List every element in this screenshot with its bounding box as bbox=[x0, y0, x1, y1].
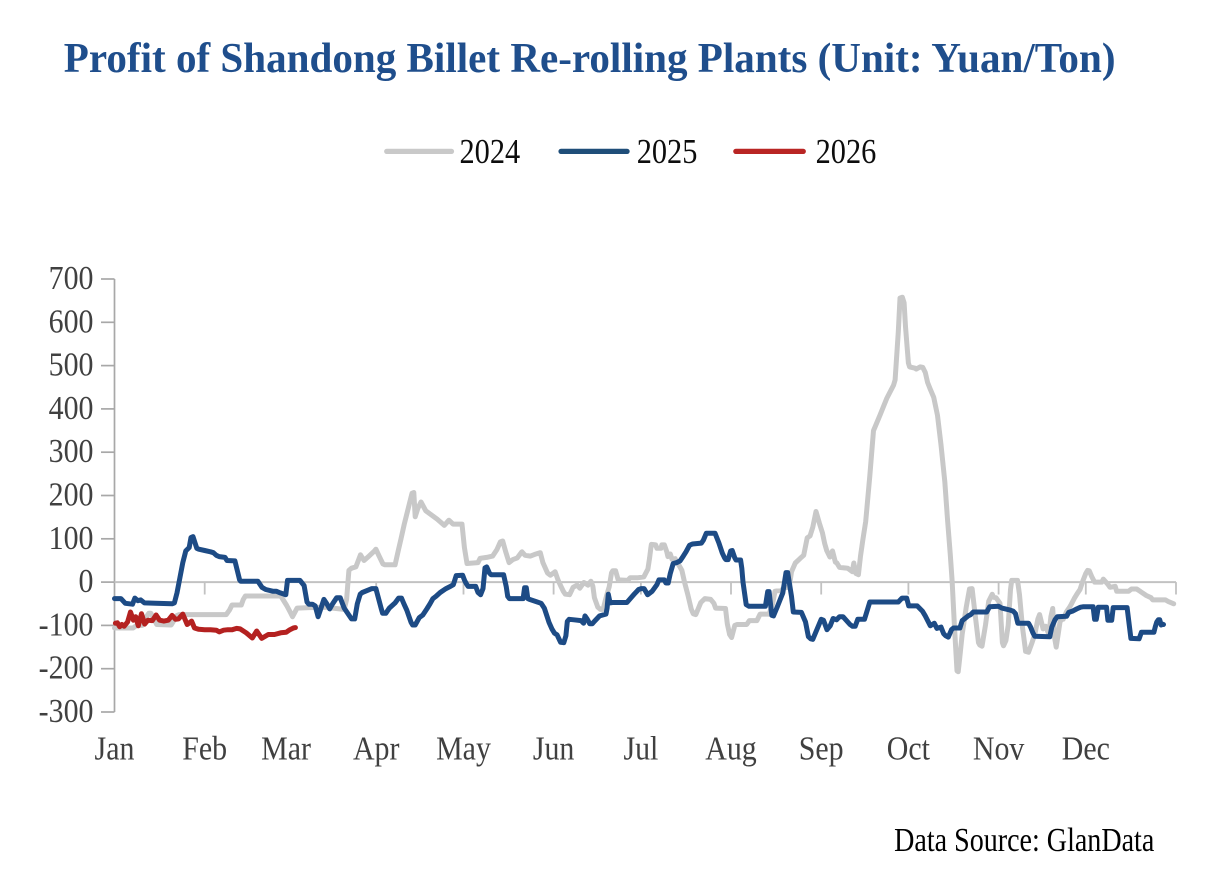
svg-text:Aug: Aug bbox=[705, 729, 757, 767]
svg-text:Apr: Apr bbox=[353, 729, 400, 767]
svg-text:Jan: Jan bbox=[95, 729, 135, 767]
svg-text:Jun: Jun bbox=[533, 729, 575, 767]
svg-text:Dec: Dec bbox=[1062, 729, 1110, 767]
svg-text:-300: -300 bbox=[39, 691, 94, 729]
svg-text:Data Source: GlanData: Data Source: GlanData bbox=[894, 820, 1154, 858]
svg-text:2026: 2026 bbox=[816, 133, 877, 171]
svg-text:0: 0 bbox=[79, 561, 94, 599]
svg-text:2024: 2024 bbox=[460, 133, 521, 171]
svg-text:500: 500 bbox=[49, 345, 94, 383]
svg-text:600: 600 bbox=[49, 302, 94, 340]
svg-text:Oct: Oct bbox=[887, 729, 930, 767]
svg-text:2025: 2025 bbox=[637, 133, 698, 171]
svg-text:700: 700 bbox=[49, 258, 94, 296]
svg-text:Nov: Nov bbox=[973, 729, 1025, 767]
svg-text:Mar: Mar bbox=[261, 729, 311, 767]
svg-text:Jul: Jul bbox=[623, 729, 658, 767]
svg-text:May: May bbox=[436, 729, 491, 767]
svg-text:Sep: Sep bbox=[799, 729, 844, 767]
svg-text:400: 400 bbox=[49, 388, 94, 426]
svg-text:Feb: Feb bbox=[182, 729, 227, 767]
svg-text:-200: -200 bbox=[39, 648, 94, 686]
svg-text:-100: -100 bbox=[39, 605, 94, 643]
svg-text:300: 300 bbox=[49, 431, 94, 469]
svg-text:200: 200 bbox=[49, 475, 94, 513]
svg-text:Profit of Shandong Billet Re-r: Profit of Shandong Billet Re-rolling Pla… bbox=[64, 36, 1116, 83]
svg-text:100: 100 bbox=[49, 518, 94, 556]
